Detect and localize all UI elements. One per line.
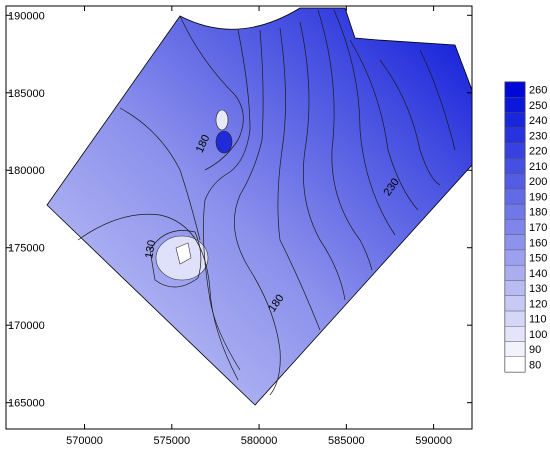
- contour-line: [77, 214, 239, 381]
- legend-label: 190: [529, 191, 547, 203]
- legend-swatch: [504, 234, 526, 251]
- legend-label: 180: [529, 207, 547, 219]
- legend-swatch: [504, 310, 526, 327]
- legend-swatch: [504, 249, 526, 266]
- legend-label: 90: [529, 344, 541, 356]
- contour-line: [234, 29, 281, 396]
- contour-line: [119, 107, 201, 241]
- x-tick-label: 575000: [153, 435, 190, 447]
- contour-line: [317, 9, 373, 271]
- contour-fill: [46, 7, 472, 406]
- contour-line: [333, 9, 396, 236]
- legend-swatch: [504, 219, 526, 235]
- contour-line: [419, 49, 456, 151]
- legend-label: 140: [529, 268, 547, 280]
- y-tick-label: 185000: [8, 88, 45, 100]
- contour-line: [379, 59, 441, 186]
- legend-label: 230: [529, 130, 547, 142]
- legend-label: 220: [529, 146, 547, 158]
- y-axis: 165000 170000 175000 180000 185000 190000: [6, 10, 472, 410]
- legend-label: 100: [529, 329, 547, 341]
- legend-label: 160: [529, 237, 547, 249]
- contour-line: [149, 230, 202, 288]
- contour-line: [349, 39, 419, 211]
- legend-swatch: [504, 295, 526, 312]
- contour-field: [46, 7, 472, 406]
- contour-line: [179, 15, 244, 171]
- y-tick-label: 180000: [8, 165, 45, 177]
- legend-label: 130: [529, 283, 547, 295]
- color-legend: 80 90 100 110 120 130 140 150 160 170 180 190 200 210…: [504, 81, 547, 373]
- legend-label: 110: [529, 314, 547, 326]
- y-tick-label: 165000: [8, 398, 45, 410]
- y-tick-label: 190000: [8, 10, 45, 22]
- x-tick-label: 580000: [241, 435, 278, 447]
- legend-label: 200: [529, 176, 547, 188]
- contour-label: 130: [143, 239, 158, 259]
- x-tick-label: 585000: [328, 435, 365, 447]
- legend-swatch: [504, 356, 526, 373]
- x-tick-label: 570000: [66, 435, 103, 447]
- legend-label: 240: [529, 115, 547, 127]
- legend-swatch: [504, 264, 526, 281]
- legend-swatch: [504, 81, 526, 98]
- x-tick-label: 590000: [415, 435, 452, 447]
- y-tick-label: 175000: [8, 243, 45, 255]
- legend-swatch: [504, 97, 526, 113]
- legend-swatch: [504, 158, 526, 174]
- legend-swatch: [504, 112, 526, 128]
- low-value-spot: [215, 109, 229, 131]
- contour-line: [299, 21, 346, 301]
- legend-label: 150: [529, 253, 547, 265]
- contour-line: [202, 29, 251, 371]
- high-value-peak: [215, 130, 233, 154]
- legend-label: 170: [529, 222, 547, 234]
- legend-label: 210: [529, 161, 547, 173]
- contour-lines: [77, 9, 456, 396]
- x-axis: 570000 575000 580000 585000 590000: [66, 6, 452, 447]
- legend-swatch: [504, 203, 526, 220]
- legend-label: 260: [529, 85, 547, 97]
- legend-swatch: [504, 127, 526, 144]
- y-tick-label: 170000: [8, 320, 45, 332]
- contour-line: [277, 27, 321, 331]
- legend-swatch: [504, 173, 526, 190]
- legend-swatch: [504, 142, 526, 159]
- legend-label: 120: [529, 298, 547, 310]
- legend-swatch: [504, 326, 526, 342]
- legend-label: 80: [529, 359, 541, 371]
- legend-label: 250: [529, 100, 547, 112]
- legend-swatch: [504, 341, 526, 357]
- low-value-core: [175, 242, 192, 265]
- legend-swatch: [504, 188, 526, 205]
- legend-swatch: [504, 280, 526, 296]
